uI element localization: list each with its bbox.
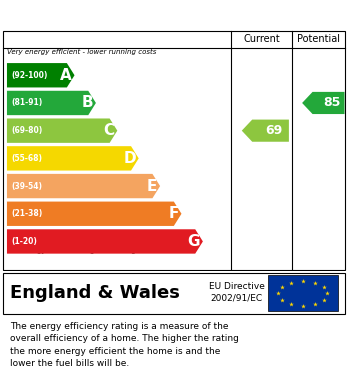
Text: (92-100): (92-100) xyxy=(11,71,48,80)
Text: Current: Current xyxy=(243,34,280,44)
Polygon shape xyxy=(7,118,117,143)
Polygon shape xyxy=(7,229,203,254)
Polygon shape xyxy=(7,146,139,170)
Text: F: F xyxy=(168,206,179,221)
Text: 85: 85 xyxy=(323,97,341,109)
Polygon shape xyxy=(242,120,289,142)
Text: B: B xyxy=(81,95,93,111)
Text: C: C xyxy=(103,123,114,138)
Text: A: A xyxy=(60,68,72,83)
Text: Not energy efficient - higher running costs: Not energy efficient - higher running co… xyxy=(7,248,157,254)
Polygon shape xyxy=(7,174,160,198)
Text: D: D xyxy=(123,151,136,166)
Polygon shape xyxy=(302,92,345,114)
Text: (21-38): (21-38) xyxy=(11,209,42,218)
Text: (1-20): (1-20) xyxy=(11,237,37,246)
Text: E: E xyxy=(147,179,157,194)
Text: (81-91): (81-91) xyxy=(11,99,42,108)
Text: (69-80): (69-80) xyxy=(11,126,42,135)
Text: England & Wales: England & Wales xyxy=(10,284,180,303)
Text: EU Directive
2002/91/EC: EU Directive 2002/91/EC xyxy=(209,282,264,303)
Text: Potential: Potential xyxy=(296,34,340,44)
Bar xyxy=(268,275,338,311)
Text: (55-68): (55-68) xyxy=(11,154,42,163)
Text: The energy efficiency rating is a measure of the
overall efficiency of a home. T: The energy efficiency rating is a measur… xyxy=(10,322,239,368)
Text: 69: 69 xyxy=(266,124,283,137)
Text: (39-54): (39-54) xyxy=(11,181,42,190)
Text: Energy Efficiency Rating: Energy Efficiency Rating xyxy=(9,7,210,23)
Polygon shape xyxy=(7,202,181,226)
Polygon shape xyxy=(7,63,74,88)
Text: Very energy efficient - lower running costs: Very energy efficient - lower running co… xyxy=(7,49,156,56)
Text: G: G xyxy=(188,234,200,249)
Polygon shape xyxy=(7,91,96,115)
